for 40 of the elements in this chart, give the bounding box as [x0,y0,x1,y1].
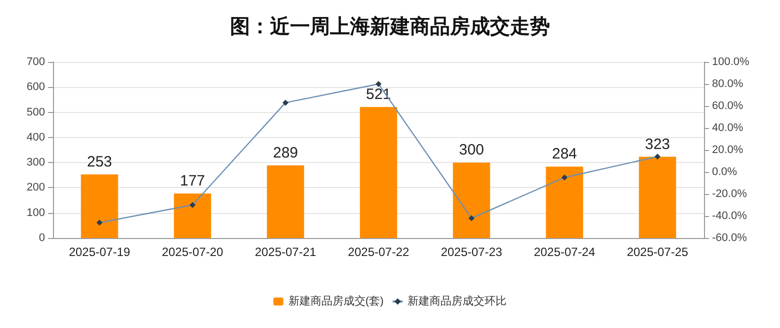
bar [80,174,118,238]
y2-tick-label: 100.0% [712,56,750,68]
data-label: 323 [644,136,670,153]
data-label: 289 [272,144,298,162]
legend-label: 新建商品房成交(套) [288,294,384,308]
y2-tick-label: 40.0% [712,122,744,134]
y2-tick-label: -40.0% [712,210,748,222]
y-tick-label: 400 [26,131,45,144]
x-tick-label: 2025-07-25 [626,245,689,259]
y2-tick-label: -60.0% [712,232,748,244]
bar [174,193,212,238]
y-tick-label: 500 [26,106,45,118]
y-tick-label: 600 [26,81,45,94]
data-label: 300 [458,142,484,159]
x-tick-label: 2025-07-20 [162,245,224,259]
x-tick-label: 2025-07-21 [254,245,317,259]
y-tick-label: 300 [26,156,45,169]
y-tick-label: 0 [38,232,45,244]
y2-tick-label: 0.0% [712,166,738,178]
bar [266,165,304,238]
y2-tick-label: 20.0% [712,144,744,156]
y2-tick-label: 80.0% [712,78,744,90]
x-tick-label: 2025-07-23 [440,245,503,259]
y-tick-label: 700 [26,56,45,68]
x-tick-label: 2025-07-19 [68,245,131,259]
y-tick-label: 100 [26,206,45,219]
bar [360,107,398,238]
bar [638,156,676,238]
legend-label: 新建商品房成交环比 [408,294,507,308]
data-label: 284 [552,146,578,163]
x-tick-label: 2025-07-24 [534,245,596,259]
y2-tick-label: 60.0% [712,100,744,112]
data-label: 253 [86,153,112,170]
data-label: 177 [180,172,206,190]
x-tick-label: 2025-07-22 [348,245,410,259]
chart-title: 图：近一周上海新建商品房成交走势 [230,15,550,38]
bar [452,162,490,238]
y2-tick-label: -20.0% [712,188,748,200]
y-tick-label: 200 [26,182,45,194]
bar [546,166,584,238]
